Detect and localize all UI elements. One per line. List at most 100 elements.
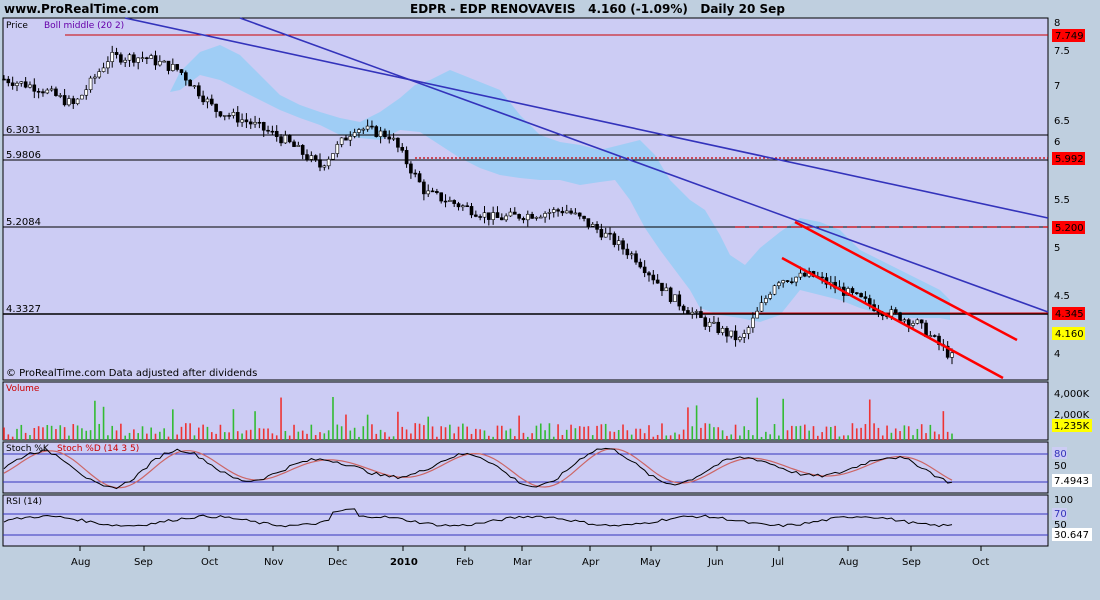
candle-body [378,130,383,137]
volume-bar [760,436,763,440]
candle-body [49,88,54,91]
price-panel [2,17,1049,381]
volume-bar [704,423,707,440]
candle-body [500,217,504,221]
volume-bar [249,429,252,440]
volume-bar [583,426,585,440]
volume-bar [133,429,135,440]
candle-body [742,333,747,338]
rsi-tick: 100 [1054,495,1073,506]
candle-body [525,213,530,221]
badge-7749-bg [1052,29,1085,42]
candle-body [932,335,937,337]
volume-bar [379,429,382,440]
candle-body [634,253,638,263]
candle-body [62,95,67,106]
volume-bar [907,426,910,440]
candle-body [93,76,97,79]
volume-bar [847,435,849,440]
candle-body [331,153,335,160]
candle-body [253,121,257,125]
volume-bar [11,436,14,440]
volume-bar [46,425,49,440]
candle-body [196,85,201,97]
volume-bar [85,430,88,440]
price-tick: 8 [1054,18,1060,29]
candle-body [214,103,218,112]
volume-bar [475,428,477,440]
volume-bar [462,423,464,440]
candle-body [2,78,6,81]
candle-body [235,112,240,123]
candle-body [400,146,405,151]
badge-5200: 5.200 [1055,223,1084,234]
volume-bar [470,433,473,440]
candle-body [218,111,223,117]
candle-body [97,71,102,78]
candle-body [153,55,158,66]
volume-bar [150,427,152,440]
candle-body [261,122,266,131]
candle-body [794,276,798,283]
volume-bar [228,432,230,440]
x-label-aug2: Aug [839,557,859,568]
candle-body [270,130,275,133]
volume-bar [799,425,802,440]
candle-body [803,272,807,277]
volume-bar [613,431,616,440]
candle-body [660,282,664,292]
volume-bar [652,436,655,440]
volume-bar [700,427,702,440]
candle-body [863,296,868,299]
candle-body [313,155,318,160]
volume-bar [388,436,391,440]
candle-body [893,309,898,313]
candle-body [495,212,500,218]
candle-body [335,144,340,154]
candle-body [573,212,578,215]
volume-bar [886,425,888,440]
candle-body [564,210,569,214]
candle-body [777,282,781,287]
volume-bar [371,424,373,440]
volume-bar [327,430,330,440]
volume-bar [730,434,733,440]
volume-bar [271,433,274,440]
site-name[interactable]: www.ProRealTime.com [4,2,159,16]
candle-body [23,81,28,88]
volume-bar [669,435,672,440]
volume-bar [821,432,823,440]
candle-body [188,79,192,87]
candle-body [859,293,863,298]
volume-bar [262,428,265,440]
candle-body [417,173,422,183]
volume-bar [215,433,217,440]
volume-bar [873,423,875,440]
volume-tick: 4,000K [1054,389,1090,400]
volume-bar [501,425,503,440]
volume-bar [864,424,867,440]
candle-body [227,115,231,117]
volume-bar [609,431,611,440]
candle-body [448,200,452,202]
candle-body [508,211,513,217]
volume-bars [3,396,953,440]
candle-body [443,200,448,203]
volume-bar [50,425,53,440]
candle-body [84,89,89,96]
volume-bar [418,423,421,440]
volume-bar [202,424,204,440]
candle-body [785,280,790,282]
candle-body [491,212,495,220]
candle-body [867,298,872,305]
candle-body [6,78,11,84]
volume-bar [20,424,23,440]
volume-bar [656,434,659,440]
level-label-63031: 6.3031 [6,125,41,136]
volume-bar [531,433,533,440]
volume-bar [877,427,880,440]
candle-body [132,54,136,63]
volume-bar [604,423,607,440]
candle-body [409,163,413,174]
volume-bar [769,434,771,440]
